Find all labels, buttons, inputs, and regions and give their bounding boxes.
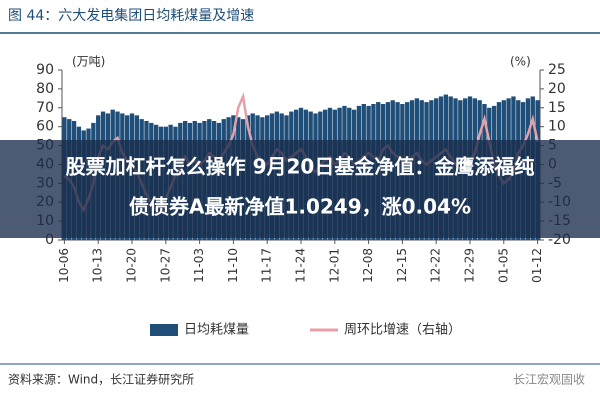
overlay-text: 股票加杠杆怎么操作 9月20日基金净值：金鹰添福纯 — [66, 155, 535, 179]
source: 资料来源：Wind，长江证券研究所 — [8, 372, 194, 387]
x-tick-label: 12-08 — [361, 248, 375, 283]
y-unit: (万吨) — [72, 55, 105, 69]
watermark: 长江宏观固收 — [513, 372, 585, 387]
y2-tick-label: 10 — [548, 119, 566, 135]
x-tick-label: 11-17 — [260, 248, 274, 283]
x-tick-label: 12-22 — [429, 248, 443, 283]
overlay-text: 债债券A最新净值1.0249，涨0.04% — [129, 195, 471, 219]
x-tick-label: 11-10 — [226, 248, 240, 283]
x-tick-label: 12-29 — [462, 248, 476, 283]
x-tick-label: 10-27 — [158, 248, 172, 283]
y2-tick-label: 20 — [548, 81, 566, 97]
y2-tick-label: 25 — [548, 62, 566, 78]
y2-tick-label: 15 — [548, 100, 566, 116]
y-tick-label: 60 — [36, 119, 54, 135]
x-tick-label: 10-13 — [91, 248, 105, 283]
x-tick-label: 11-24 — [294, 248, 308, 283]
y-tick-label: 90 — [36, 62, 54, 78]
legend-label: 周环比增速（右轴） — [344, 323, 461, 338]
x-tick-label: 12-15 — [395, 248, 409, 283]
overlay-banner — [0, 140, 600, 238]
y-tick-label: 70 — [36, 100, 54, 116]
y2-unit: (%) — [510, 55, 531, 69]
y-tick-label: 80 — [36, 81, 54, 97]
x-tick-label: 10-20 — [125, 248, 139, 283]
legend-swatch — [150, 324, 178, 336]
x-tick-label: 10-06 — [57, 248, 71, 283]
x-tick-label: 01-05 — [496, 248, 510, 283]
x-tick-label: 01-12 — [530, 248, 544, 283]
x-tick-label: 11-03 — [192, 248, 206, 283]
chart-title: 图 44：六大发电集团日均耗煤量及增速 — [8, 7, 254, 24]
x-tick-label: 12-01 — [327, 248, 341, 283]
legend-label: 日均耗煤量 — [184, 323, 249, 338]
y-tick-label: 0 — [45, 232, 54, 248]
